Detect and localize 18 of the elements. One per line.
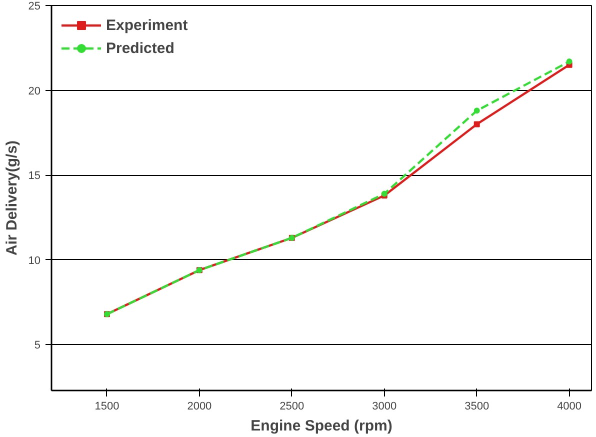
y-tick-label: 25 <box>28 0 41 12</box>
y-tick-label: 10 <box>28 254 41 267</box>
y-axis-title: Air Delivery(g/s) <box>3 140 20 256</box>
legend-label: Predicted <box>106 40 174 56</box>
legend-label: Experiment <box>106 16 188 34</box>
x-tick-label: 1500 <box>94 400 120 412</box>
x-tick-label: 4000 <box>557 400 582 412</box>
point <box>566 58 572 64</box>
y-tick-label: 15 <box>28 170 41 182</box>
x-tick-label: 2500 <box>280 400 304 412</box>
y-tick-label: 20 <box>28 85 41 98</box>
x-tick-label: 3500 <box>464 400 490 412</box>
y-tick-label: 5 <box>34 340 41 352</box>
x-axis-title: Engine Speed (rpm) <box>250 418 392 434</box>
x-tick-label: 2000 <box>187 400 212 412</box>
point <box>474 108 480 114</box>
x-tick-label: 3000 <box>372 400 397 412</box>
point <box>474 121 480 128</box>
